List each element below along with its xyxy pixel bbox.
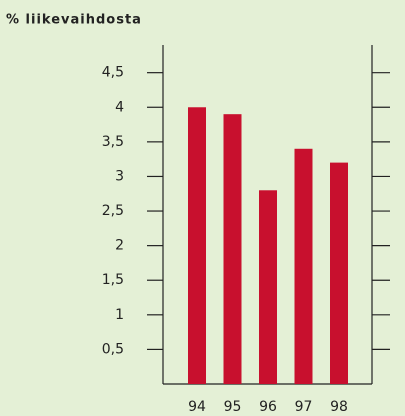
x-tick-label: 96: [259, 399, 277, 415]
x-tick-label: 98: [330, 399, 348, 415]
bar: [188, 107, 206, 384]
chart-title: % liikevaihdosta: [6, 13, 142, 28]
x-tick-label: 97: [295, 399, 313, 415]
y-tick-label: 2,5: [102, 203, 124, 219]
y-tick-label: 3: [115, 168, 124, 184]
bar: [294, 148, 313, 384]
y-tick-label: 4: [115, 99, 124, 115]
y-tick-label: 1,5: [102, 272, 124, 288]
y-tick-label: 4,5: [102, 65, 124, 81]
bar: [330, 162, 348, 384]
x-tick-label: 94: [188, 399, 206, 415]
y-tick-label: 1: [115, 307, 124, 323]
y-tick-label: 0,5: [102, 341, 124, 357]
bar: [259, 190, 277, 384]
y-tick-label: 2: [115, 238, 124, 254]
bar: [223, 114, 242, 385]
y-tick-label: 3,5: [102, 134, 124, 150]
x-tick-label: 95: [224, 399, 242, 415]
